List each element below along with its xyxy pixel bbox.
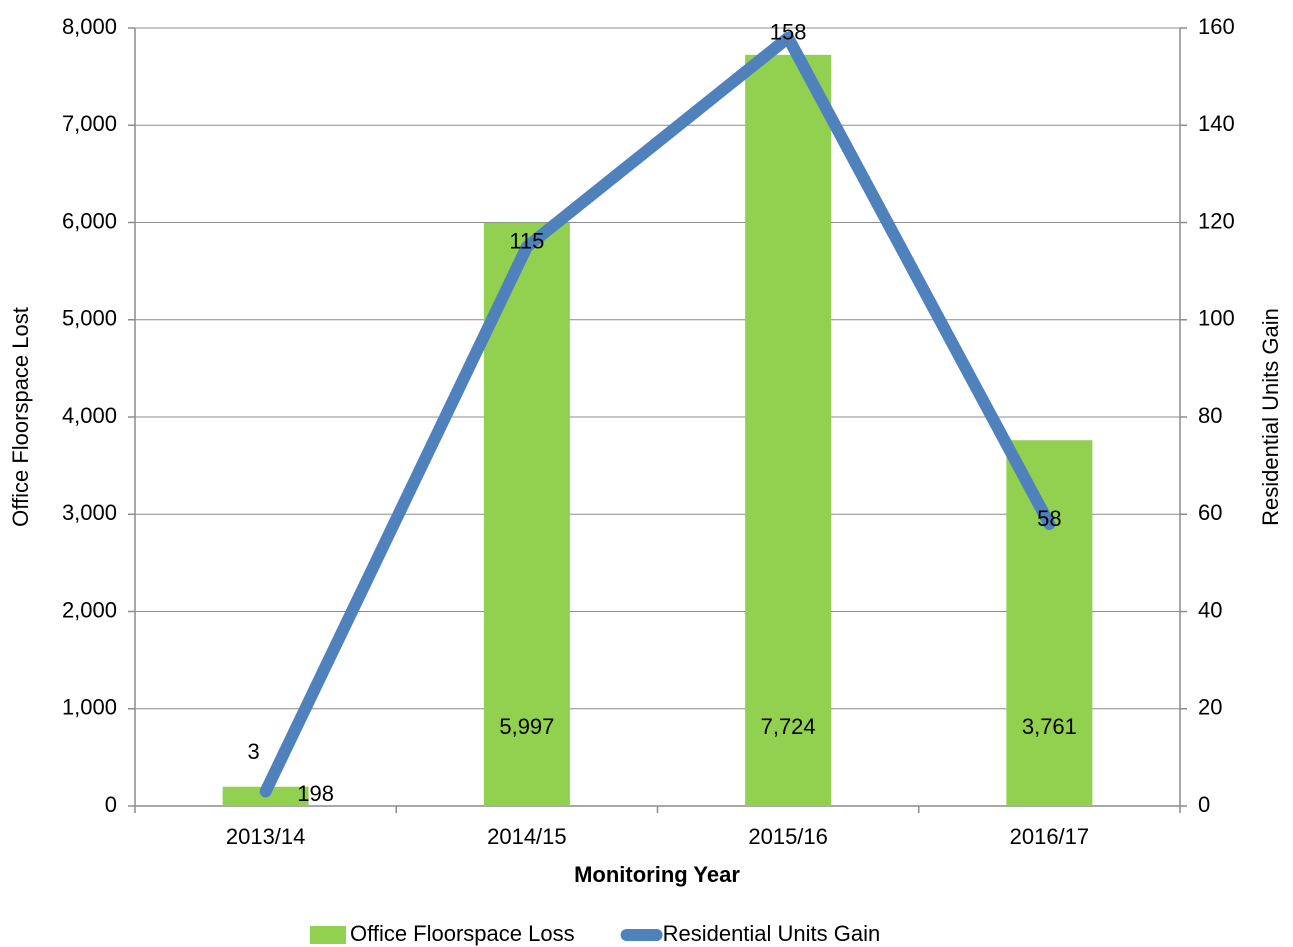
bar — [745, 54, 832, 806]
y2-tick-label: 100 — [1198, 306, 1235, 331]
y2-tick-label: 40 — [1198, 597, 1222, 622]
x-tick-label: 2016/17 — [1010, 824, 1090, 849]
y-tick-label: 0 — [105, 792, 117, 817]
y-axis-title: Office Floorspace Lost — [8, 307, 33, 527]
legend-label: Office Floorspace Loss — [350, 921, 575, 946]
y2-tick-label: 0 — [1198, 792, 1210, 817]
y2-tick-label: 60 — [1198, 500, 1222, 525]
y2-tick-label: 20 — [1198, 695, 1222, 720]
line-value-label: 58 — [1037, 506, 1061, 531]
x-tick-label: 2015/16 — [748, 824, 828, 849]
y-tick-label: 6,000 — [62, 208, 117, 233]
y-tick-label: 3,000 — [62, 500, 117, 525]
y-tick-label: 7,000 — [62, 111, 117, 136]
y2-tick-label: 120 — [1198, 208, 1235, 233]
bar-value-label: 198 — [297, 781, 334, 806]
y-tick-label: 4,000 — [62, 403, 117, 428]
y2-tick-label: 140 — [1198, 111, 1235, 136]
bar-value-label: 7,724 — [761, 714, 816, 739]
y-tick-label: 8,000 — [62, 14, 117, 39]
line — [259, 31, 1056, 798]
y2-tick-label: 80 — [1198, 403, 1222, 428]
y-tick-label: 1,000 — [62, 695, 117, 720]
legend-swatch — [310, 926, 346, 944]
x-tick-label: 2014/15 — [487, 824, 567, 849]
bar-value-label: 3,761 — [1022, 714, 1077, 739]
y-tick-label: 2,000 — [62, 597, 117, 622]
line-value-label: 158 — [770, 20, 807, 45]
line-value-label: 3 — [248, 739, 260, 764]
legend-label: Residential Units Gain — [663, 921, 881, 946]
x-axis-title: Monitoring Year — [574, 862, 740, 887]
line-value-label: 115 — [509, 229, 544, 254]
y2-axis-title: Residential Units Gain — [1258, 308, 1283, 526]
x-tick-label: 2013/14 — [226, 824, 306, 849]
y2-tick-label: 160 — [1198, 14, 1235, 39]
bar — [1006, 440, 1093, 806]
bar-value-label: 5,997 — [499, 714, 554, 739]
y-tick-label: 5,000 — [62, 306, 117, 331]
